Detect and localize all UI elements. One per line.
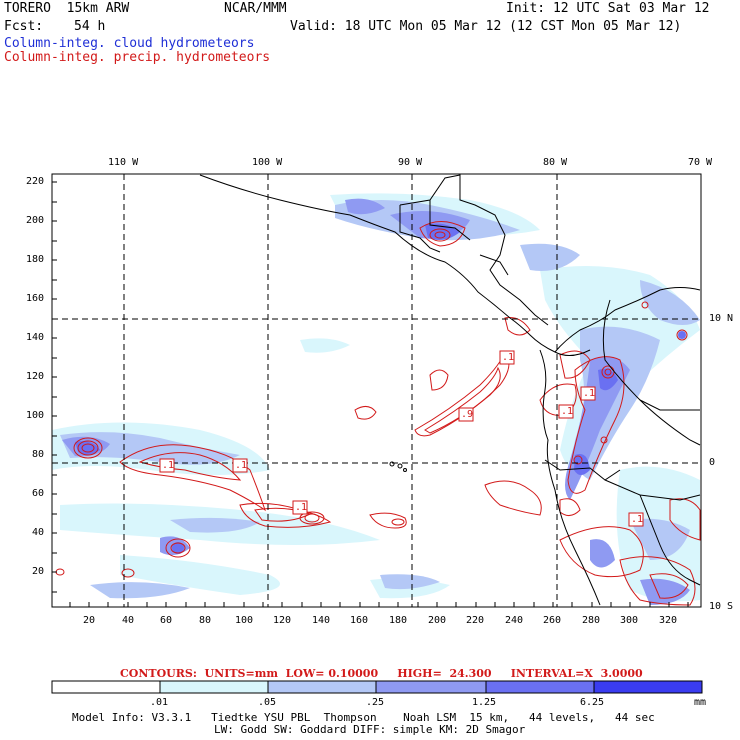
forecast-label: Fcst: [4,19,44,34]
x-tick-label: 300 [620,615,639,626]
model-info-line1: Model Info: V3.3.1 Tiedtke YSU PBL Thomp… [72,711,655,724]
contour-label: .1 [162,460,175,471]
y-tick-label: 220 [26,176,45,187]
x-tick-label: 220 [466,615,485,626]
contour-label: .1 [502,352,515,363]
org-label: NCAR/MMM [224,1,287,16]
colorbar-label: .05 [258,697,277,708]
colorbar-bin [51,680,161,694]
lat-label-10n: 10 N [709,313,734,324]
colorbar-bin [593,680,703,694]
x-tick-label: 60 [160,615,173,626]
lon-label-80w: 80 W [543,157,568,168]
x-tick-label: 240 [505,615,524,626]
contour-label-boxes [159,350,644,527]
x-tick-label: 40 [122,615,135,626]
lon-label-70w: 70 W [688,157,713,168]
valid-time: Valid: 18 UTC Mon 05 Mar 12 (12 CST Mon … [290,19,682,34]
contour-info: CONTOURS: UNITS=mm LOW= 0.10000 HIGH= 24… [120,667,643,680]
x-tick-label: 180 [389,615,408,626]
axis-ticks [52,181,689,607]
lon-label-110w: 110 W [108,157,139,168]
y-tick-label: 80 [32,449,45,460]
contour-label: .1 [295,502,308,513]
cloud-hydrometeor-fills [52,193,700,605]
legend-precip-hydrometeors: Column-integ. precip. hydrometeors [4,50,271,65]
contour-label: .1 [631,514,644,525]
contour-label: .9 [461,409,474,420]
y-tick-label: 200 [26,215,45,226]
x-tick-label: 80 [199,615,212,626]
y-tick-label: 100 [26,410,45,421]
x-tick-label: 260 [543,615,562,626]
lat-lon-grid [52,174,701,607]
coastlines [199,174,701,606]
colorbar-bin [485,680,595,694]
forecast-hour: 54 h [74,19,106,34]
colorbar-bin [267,680,377,694]
x-tick-label: 140 [312,615,331,626]
contour-label: .1 [561,406,574,417]
map-frame [51,173,702,608]
colorbar-label: .25 [366,697,385,708]
y-tick-label: 60 [32,488,45,499]
y-tick-label: 40 [32,527,45,538]
colorbar-bin [375,680,487,694]
lat-label-10s: 10 S [709,601,734,612]
x-tick-label: 100 [235,615,254,626]
model-info-line2: LW: Godd SW: Goddard DIFF: simple KM: 2D… [214,723,526,736]
x-tick-label: 120 [273,615,292,626]
y-tick-label: 20 [32,566,45,577]
contour-label: .1 [583,388,596,399]
legend-cloud-hydrometeors: Column-integ. cloud hydrometeors [4,36,255,51]
y-tick-label: 140 [26,332,45,343]
colorbar-bin [159,680,269,694]
colorbar-label: 1.25 [472,697,497,708]
x-tick-label: 160 [350,615,369,626]
x-tick-label: 200 [428,615,447,626]
y-tick-label: 120 [26,371,45,382]
x-tick-label: 320 [659,615,678,626]
init-time: Init: 12 UTC Sat 03 Mar 12 [506,1,710,16]
x-tick-label: 280 [582,615,601,626]
y-tick-label: 180 [26,254,45,265]
colorbar-label: 6.25 [580,697,605,708]
model-title: TORERO 15km ARW [4,1,130,16]
y-tick-label: 160 [26,293,45,304]
lon-label-90w: 90 W [398,157,423,168]
colorbar-units: mm [694,697,707,708]
x-tick-label: 20 [83,615,96,626]
lon-label-100w: 100 W [252,157,283,168]
colorbar-label: .01 [150,697,169,708]
contour-label: .1 [235,460,248,471]
lat-label-0: 0 [709,457,716,468]
